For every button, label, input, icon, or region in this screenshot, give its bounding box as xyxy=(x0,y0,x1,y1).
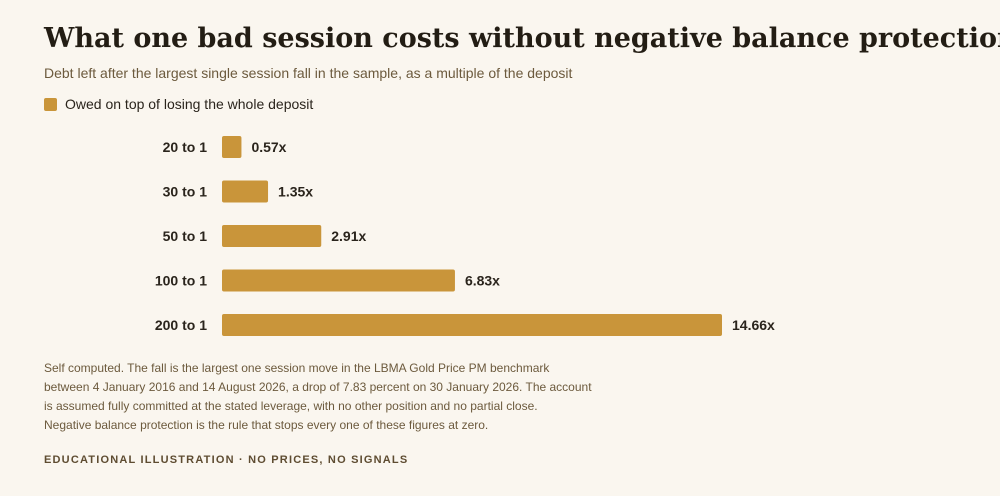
bar xyxy=(222,269,455,292)
bar xyxy=(222,136,242,158)
bar-row: 20 to 1 0.57x xyxy=(163,136,287,158)
source-note-line: is assumed fully committed at the stated… xyxy=(44,399,538,413)
legend-label: Owed on top of losing the whole deposit xyxy=(65,96,314,112)
bar-chart: 20 to 1 0.57x 30 to 1 1.35x 50 to 1 2.91x 100 … xyxy=(155,136,775,336)
bar-row: 30 to 1 1.35x xyxy=(163,180,313,203)
source-note-line: between 4 January 2016 and 14 August 202… xyxy=(44,380,592,394)
category-label: 100 to 1 xyxy=(155,273,207,289)
legend-swatch xyxy=(44,97,57,111)
bar-row: 50 to 1 2.91x xyxy=(163,225,366,247)
value-label: 1.35x xyxy=(278,184,313,200)
bar xyxy=(222,225,322,247)
footer-disclaimer: EDUCATIONAL ILLUSTRATION · NO PRICES, NO… xyxy=(44,454,409,466)
chart-subtitle: Debt left after the largest single sessi… xyxy=(44,65,573,81)
value-label: 0.57x xyxy=(251,139,286,155)
chart-title: What one bad session costs without negat… xyxy=(44,23,1000,54)
value-label: 14.66x xyxy=(732,317,775,333)
value-label: 6.83x xyxy=(465,273,500,289)
bar-row: 100 to 1 6.83x xyxy=(155,269,500,292)
bar-row: 200 to 1 14.66x xyxy=(155,314,775,336)
source-notes: Self computed. The fall is the largest o… xyxy=(44,359,644,435)
category-label: 200 to 1 xyxy=(155,317,207,333)
category-label: 20 to 1 xyxy=(163,139,208,155)
category-label: 30 to 1 xyxy=(163,184,208,200)
source-note-line: Negative balance protection is the rule … xyxy=(44,418,489,432)
bar xyxy=(222,314,722,336)
chart-legend: Owed on top of losing the whole deposit xyxy=(44,96,313,112)
category-label: 50 to 1 xyxy=(163,228,208,244)
bar xyxy=(222,180,269,203)
source-note-line: Self computed. The fall is the largest o… xyxy=(44,361,550,375)
value-label: 2.91x xyxy=(331,228,366,244)
